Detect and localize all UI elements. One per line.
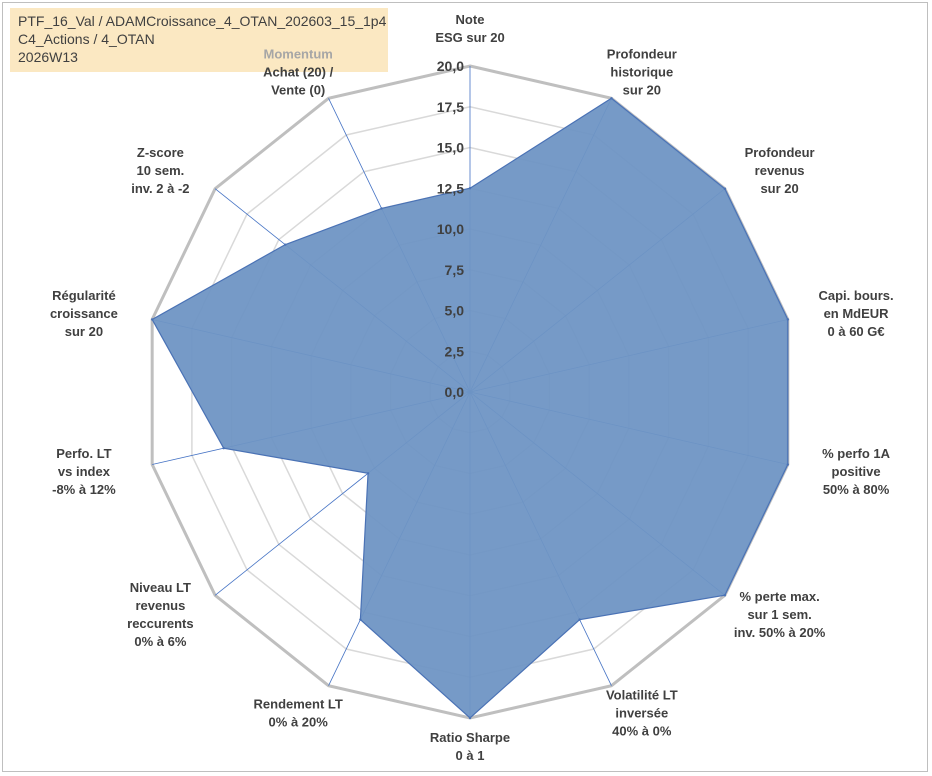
data-point [380,207,383,210]
axis-label-line: Volatilité LT [606,688,678,703]
axis-label-line: Perfo. LT [56,446,111,461]
axis-label-line: Note [456,12,485,27]
data-point [786,318,790,321]
axis-label: Momentum Achat (20) / Vente (0) [263,46,333,97]
data-point [786,463,790,466]
axis-label-line: Momentum [264,46,333,61]
tick-label: 7,5 [445,262,465,278]
axis-label-line: Profondeur [745,145,815,160]
axis-label-line: Niveau LT [130,580,191,595]
axis-label: Z-score 10 sem. inv. 2 à -2 [131,145,189,196]
axis-label-line: % perte max. [740,589,820,604]
axis-label-line: inv. 2 à -2 [131,181,189,196]
axis-label-line: revenus [135,598,185,613]
axis-label-line: 0 à 1 [456,748,485,763]
tick-label: 0,0 [445,384,465,400]
data-point [578,618,581,621]
axis-label-line: Capi. bours. [819,288,894,303]
axis-label-line: 10 sem. [137,163,185,178]
axis-label-line: 50% à 80% [823,482,890,497]
data-point [723,187,727,190]
data-point [366,472,370,475]
axis-label: Ratio Sharpe 0 à 1 [430,730,510,763]
axis-label: % perfo 1A positive 50% à 80% [822,446,891,497]
data-point [723,594,727,597]
axis-label: Rendement LT 0% à 20% [254,697,343,730]
info-week-line: 2026W13 [18,49,78,65]
info-portfolio-line: PTF_16_Val / ADAMCroissance_4_OTAN_20260… [18,13,387,29]
axis-label-line: % perfo 1A [822,446,891,461]
axis-label-line: ESG sur 20 [435,30,504,45]
axis-label: Régularité croissance sur 20 [50,288,118,339]
axis-label-line: Profondeur [607,46,677,61]
axis-label: Capi. bours. en MdEUR 0 à 60 G€ [819,288,894,339]
axis-label-line: historique [610,64,673,79]
axis-label-line: Ratio Sharpe [430,730,510,745]
axis-label: % perte max. sur 1 sem. inv. 50% à 20% [734,589,826,640]
data-point [468,187,472,190]
axis-label-line: en MdEUR [824,306,890,321]
tick-label: 17,5 [437,99,464,115]
axis-label: Note ESG sur 20 [435,12,504,45]
series-area [151,97,789,719]
tick-label: 5,0 [445,303,465,319]
axis-label-line: croissance [50,306,118,321]
axis-label: Profondeur revenus sur 20 [745,145,815,196]
axis-label-line: 40% à 0% [612,724,672,739]
axis-label-line: inv. 50% à 20% [734,625,826,640]
axis-label-line: 0% à 20% [269,715,329,730]
axis-label-line: sur 20 [760,181,798,196]
axis-label-line: Achat (20) / [263,64,333,79]
axis-label-line: revenus [755,163,805,178]
data-point [610,97,613,100]
data-point [222,447,225,450]
axis-label: Profondeur historique sur 20 [607,46,677,97]
axis-label-line: sur 20 [65,324,103,339]
axis-label-line: sur 20 [623,82,661,97]
tick-label: 20,0 [437,58,464,74]
axis-label: Volatilité LT inversée 40% à 0% [606,688,678,739]
tick-label: 10,0 [437,221,464,237]
axis-label-line: 0 à 60 G€ [828,324,885,339]
axis-label-line: Vente (0) [271,82,325,97]
axis-label-line: Z-score [137,145,184,160]
axis-label-line: sur 1 sem. [747,607,811,622]
data-point [150,318,154,321]
data-point [468,716,472,720]
axis-label-line: Rendement LT [254,697,343,712]
axis-label: Niveau LT revenus reccurents 0% à 6% [127,580,193,649]
info-category-line: C4_Actions / 4_OTAN [18,31,155,47]
axis-label-line: 0% à 6% [134,634,186,649]
data-point [284,243,287,246]
tick-label: 12,5 [437,180,464,196]
axis-label-line: reccurents [127,616,193,631]
axis-label: Perfo. LT vs index -8% à 12% [52,446,116,497]
axis-label-line: inversée [615,706,668,721]
info-box: PTF_16_Val / ADAMCroissance_4_OTAN_20260… [10,8,388,72]
axis-label-line: vs index [58,464,111,479]
tick-label: 15,0 [437,140,464,156]
axis-label-line: Régularité [52,288,116,303]
data-point [359,618,362,621]
axis-label-line: positive [832,464,881,479]
axis-label-line: -8% à 12% [52,482,116,497]
tick-label: 2,5 [445,343,465,359]
